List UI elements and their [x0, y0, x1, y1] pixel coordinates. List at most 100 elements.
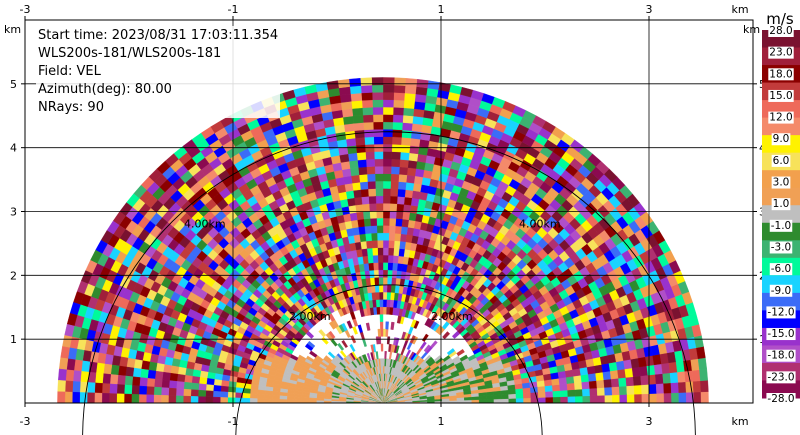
range-gate: [374, 166, 384, 174]
range-gate: [190, 389, 199, 397]
range-gate: [500, 394, 509, 400]
range-gate: [582, 388, 591, 397]
range-gate: [595, 371, 604, 381]
range-gate: [697, 357, 707, 370]
colorbar-label: 1.0: [773, 198, 790, 210]
range-gate: [406, 226, 415, 236]
range-gate: [700, 391, 709, 403]
range-gate: [220, 380, 230, 387]
range-gate: [199, 370, 209, 379]
range-gate: [384, 351, 387, 359]
colorbar-label: -18.0: [767, 350, 794, 362]
range-gate: [257, 398, 265, 403]
range-gate: [131, 394, 140, 403]
range-gate: [405, 182, 415, 191]
y-tick-label-left: 2: [10, 269, 17, 282]
azimuth-text: Azimuth(deg): 80.00: [38, 82, 172, 97]
range-gate: [354, 129, 365, 139]
range-gate: [427, 80, 440, 90]
range-gate: [382, 84, 395, 93]
range-gate: [116, 384, 125, 395]
range-gate: [433, 355, 442, 363]
colorbar-label: -15.0: [767, 328, 794, 340]
range-gate: [349, 167, 360, 177]
range-gate: [575, 395, 583, 403]
range-gate: [387, 269, 393, 278]
range-gate: [359, 181, 369, 190]
range-gate: [227, 397, 236, 403]
range-gate: [304, 343, 314, 352]
range-gate: [264, 398, 273, 403]
range-ring-label: 4.00km: [519, 217, 561, 230]
range-gate: [619, 394, 628, 403]
range-gate: [537, 391, 546, 398]
range-gate: [573, 374, 582, 384]
range-gate: [168, 395, 177, 403]
colorbar-label-bg: [771, 198, 791, 211]
range-gate: [370, 344, 375, 353]
range-gate: [397, 188, 406, 198]
range-gate: [382, 92, 395, 101]
range-gate: [413, 101, 426, 111]
range-gate: [365, 151, 375, 160]
range-gate: [608, 361, 618, 372]
colorbar-label-bg: [768, 46, 794, 59]
range-gate: [515, 392, 524, 399]
range-gate: [65, 369, 75, 382]
range-gate: [530, 391, 539, 399]
range-gate: [206, 378, 215, 386]
range-gate: [363, 121, 374, 131]
x-tick-label-bottom: 3: [646, 415, 653, 428]
range-gate: [103, 363, 113, 375]
range-gate: [131, 385, 140, 395]
range-gate: [363, 218, 371, 227]
range-gate: [653, 363, 663, 375]
range-ring: [235, 284, 543, 435]
range-gate: [368, 203, 377, 212]
instrument-text: WLS200s-181/WLS200s-181: [38, 46, 222, 61]
range-gate: [395, 218, 403, 227]
range-gate: [392, 107, 404, 116]
range-gate: [391, 158, 401, 168]
range-gate: [72, 381, 81, 393]
range-gate: [139, 368, 149, 379]
range-gate: [363, 129, 374, 138]
range-gate: [691, 369, 701, 382]
range-gate: [109, 393, 118, 403]
range-gate: [545, 396, 554, 403]
range-gate: [94, 392, 103, 403]
range-gate: [655, 383, 665, 394]
range-gate: [582, 395, 591, 403]
range-gate: [360, 84, 373, 94]
range-gate: [382, 106, 394, 115]
range-gate: [382, 306, 387, 315]
range-gate: [364, 143, 375, 153]
range-gate: [382, 99, 394, 108]
range-gate: [392, 262, 398, 271]
range-gate: [401, 218, 409, 228]
range-gate: [382, 328, 386, 337]
range-gate: [374, 151, 384, 160]
range-gate: [341, 168, 352, 178]
range-gate: [60, 346, 70, 359]
range-gate: [382, 262, 389, 271]
range-gate: [604, 394, 613, 403]
range-gate: [361, 203, 370, 212]
range-gate: [388, 225, 396, 234]
range-gate: [392, 121, 403, 131]
range-gate: [117, 365, 127, 377]
range-gate: [390, 284, 396, 293]
colorbar-label-bg: [771, 133, 791, 146]
range-gate: [286, 399, 295, 403]
colorbar-label-bg: [768, 68, 794, 81]
range-gate: [228, 381, 237, 388]
range-gate: [589, 387, 598, 396]
range-gate: [371, 92, 384, 101]
range-gate: [515, 397, 524, 403]
range-gate: [421, 333, 429, 342]
range-gate: [146, 394, 154, 403]
range-gate: [560, 396, 569, 403]
range-gate: [94, 372, 104, 384]
range-gate: [347, 152, 358, 162]
range-gate: [109, 374, 119, 385]
